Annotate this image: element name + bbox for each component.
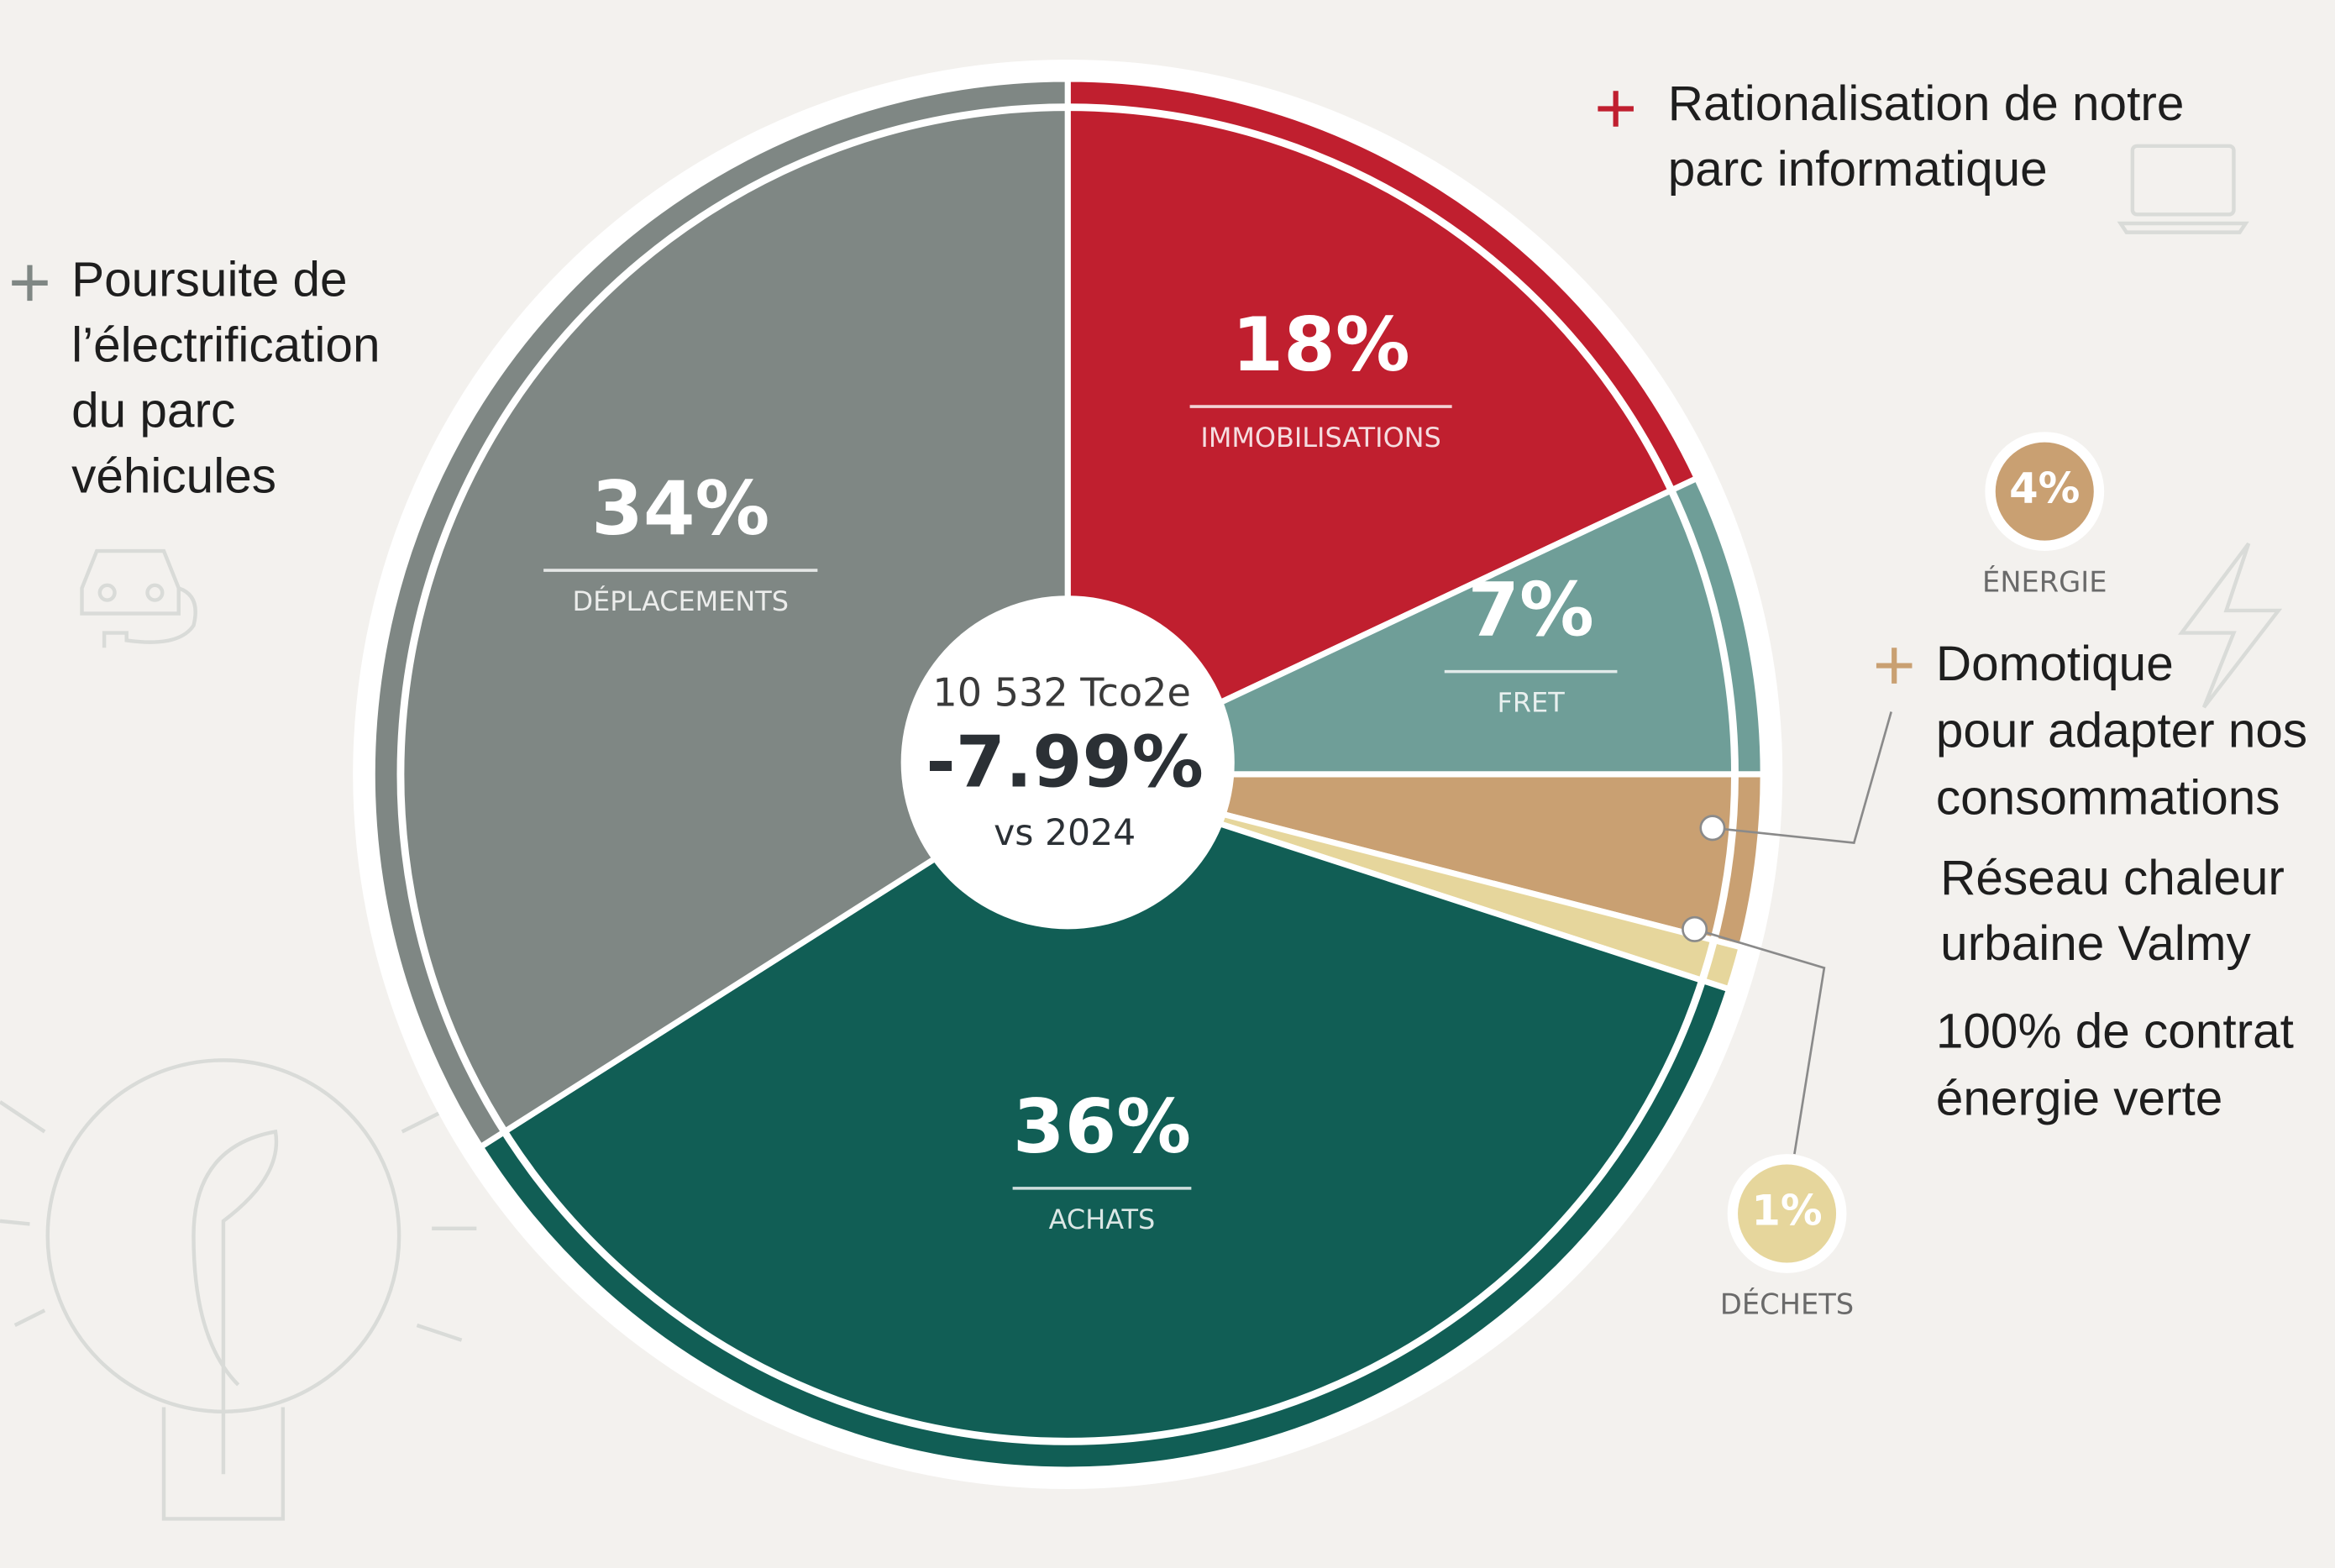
- annotation: consommations: [1936, 770, 2280, 825]
- annotation: Domotique: [1936, 637, 2174, 691]
- category-label: ÉNERGIE: [1982, 565, 2107, 599]
- annotation: 100% de contrat: [1936, 1004, 2294, 1059]
- value-label: 4%: [2009, 464, 2080, 513]
- center-note: vs 2024: [994, 813, 1136, 854]
- value-label: 7%: [1467, 567, 1593, 653]
- value-label: 18%: [1232, 302, 1410, 388]
- center-change: -7.99%: [926, 721, 1204, 805]
- value-label: 36%: [1013, 1083, 1191, 1170]
- center-total: 10 532 Tco2e: [932, 670, 1190, 716]
- leader-dot: [1682, 917, 1706, 941]
- value-label: 34%: [591, 465, 769, 552]
- annotation: énergie verte: [1936, 1071, 2222, 1125]
- category-label: IMMOBILISATIONS: [1200, 422, 1440, 454]
- chart: 18% IMMOBILISATIONS 7% FRET 4% ÉNERGIE 1% DÉCHE…: [0, 0, 2335, 1568]
- annotation: Rationalisation de notre: [1668, 76, 2185, 131]
- annotation: pour adapter nos: [1936, 704, 2307, 758]
- annotation: parc informatique: [1668, 142, 2048, 197]
- category-label: DÉCHETS: [1720, 1287, 1854, 1320]
- annotation: véhicules: [71, 448, 276, 503]
- annotation: urbaine Valmy: [1940, 916, 2251, 971]
- page: 18% IMMOBILISATIONS 7% FRET 4% ÉNERGIE 1% DÉCHE…: [0, 0, 2335, 1568]
- annotation: Réseau chaleur: [1940, 851, 2285, 905]
- category-label: DÉPLACEMENTS: [573, 585, 789, 617]
- annotation: l’électrification: [71, 317, 380, 372]
- leader-dot: [1701, 816, 1724, 840]
- annotation: Poursuite de: [71, 252, 347, 307]
- category-label: ACHATS: [1049, 1204, 1156, 1235]
- annotation: du parc: [71, 383, 235, 438]
- category-label: FRET: [1498, 687, 1566, 719]
- value-label: 1%: [1751, 1186, 1822, 1235]
